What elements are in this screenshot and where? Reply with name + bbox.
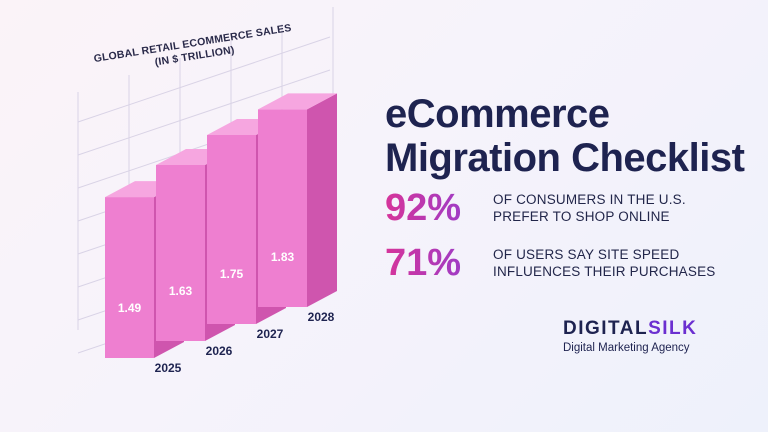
brand-logo-part: DIGITAL <box>563 318 649 339</box>
x-tick-label: 2028 <box>308 310 335 324</box>
headline-line-1: eCommerce <box>385 92 610 136</box>
brand-block: DIGITALSILK Digital Marketing Agency <box>563 318 697 354</box>
grid-line <box>77 36 331 123</box>
x-tick-label: 2027 <box>257 327 284 341</box>
data-label: 1.63 <box>169 284 193 298</box>
stat-description: OF CONSUMERS IN THE U.S. PREFER TO SHOP … <box>493 191 686 225</box>
x-tick-label: 2026 <box>206 344 233 358</box>
stat-percent: 71% <box>385 242 493 285</box>
data-label: 1.83 <box>271 250 295 264</box>
stat-line: OF USERS SAY SITE SPEED <box>493 247 680 262</box>
bar <box>258 109 307 307</box>
stat-line: OF CONSUMERS IN THE U.S. <box>493 192 686 207</box>
stat-consumers: 92% OF CONSUMERS IN THE U.S. PREFER TO S… <box>385 183 686 233</box>
stat-site-speed: 71% OF USERS SAY SITE SPEED INFLUENCES T… <box>385 238 716 288</box>
bar <box>207 135 256 324</box>
bar <box>105 197 154 358</box>
stat-line: INFLUENCES THEIR PURCHASES <box>493 264 716 279</box>
headline-line-2: Migration Checklist <box>385 136 745 180</box>
stat-percent: 92% <box>385 187 493 230</box>
stat-line: PREFER TO SHOP ONLINE <box>493 209 670 224</box>
grid-line <box>77 69 331 156</box>
brand-tagline: Digital Marketing Agency <box>563 342 690 354</box>
x-tick-label: 2025 <box>155 361 182 375</box>
bar-side <box>307 93 337 307</box>
bar <box>156 164 205 341</box>
brand-logo-part: SILK <box>648 318 698 339</box>
data-label: 1.75 <box>220 267 244 281</box>
stat-description: OF USERS SAY SITE SPEED INFLUENCES THEIR… <box>493 246 716 280</box>
bar-top <box>258 93 337 110</box>
data-label: 1.49 <box>118 301 142 315</box>
page-headline: eCommerce Migration Checklist <box>385 92 745 180</box>
brand-logo: DIGITALSILK <box>563 318 697 340</box>
